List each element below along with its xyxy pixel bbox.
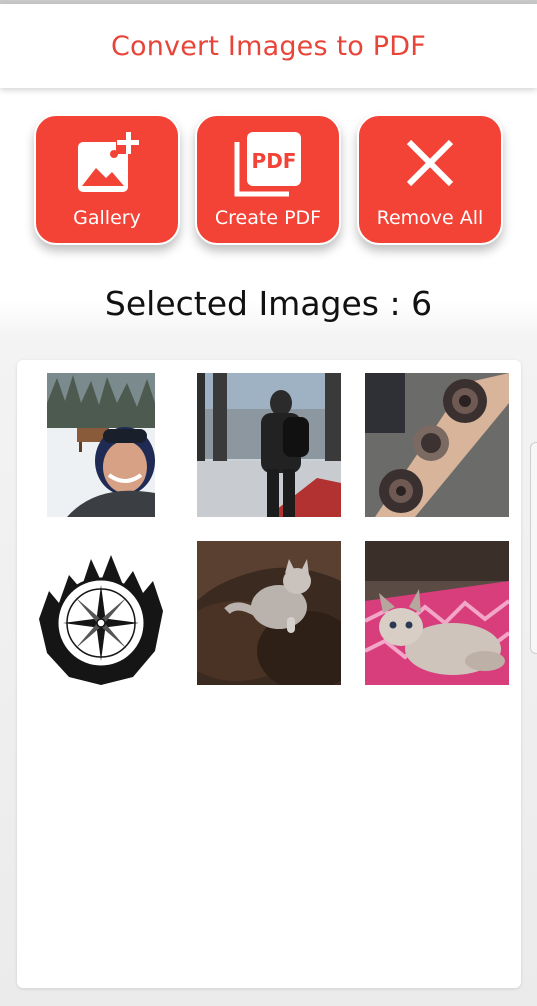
gallery-label: Gallery <box>73 207 141 229</box>
edge-scroll-handle[interactable] <box>530 442 537 654</box>
image-thumbnail-compass-tattoo-art[interactable] <box>29 541 173 685</box>
image-thumbnail-cat-on-blanket[interactable] <box>365 541 509 685</box>
close-icon <box>395 128 465 202</box>
remove-all-button[interactable]: Remove All <box>357 114 503 245</box>
pdf-icon-text: PDF <box>252 149 297 173</box>
image-thumbnail-cat-on-couch[interactable] <box>197 541 341 685</box>
app-bar: Convert Images to PDF <box>0 4 537 88</box>
app-title: Convert Images to PDF <box>110 30 427 62</box>
image-thumbnail-man-at-window[interactable] <box>197 373 341 517</box>
pdf-icon: PDF <box>231 128 305 206</box>
create-pdf-button[interactable]: PDF Create PDF <box>195 114 341 245</box>
image-thumbnail-rose-sleeve-tattoo[interactable] <box>365 373 509 517</box>
remove-all-label: Remove All <box>376 207 484 229</box>
gallery-button[interactable]: Gallery <box>34 114 180 245</box>
create-pdf-label: Create PDF <box>214 207 322 229</box>
selected-images-heading: Selected Images : 6 <box>104 284 433 323</box>
image-thumbnail-selfie-snow[interactable] <box>47 373 155 517</box>
image-grid-panel <box>17 360 521 988</box>
add-image-icon <box>72 128 142 204</box>
status-strip <box>0 0 537 4</box>
